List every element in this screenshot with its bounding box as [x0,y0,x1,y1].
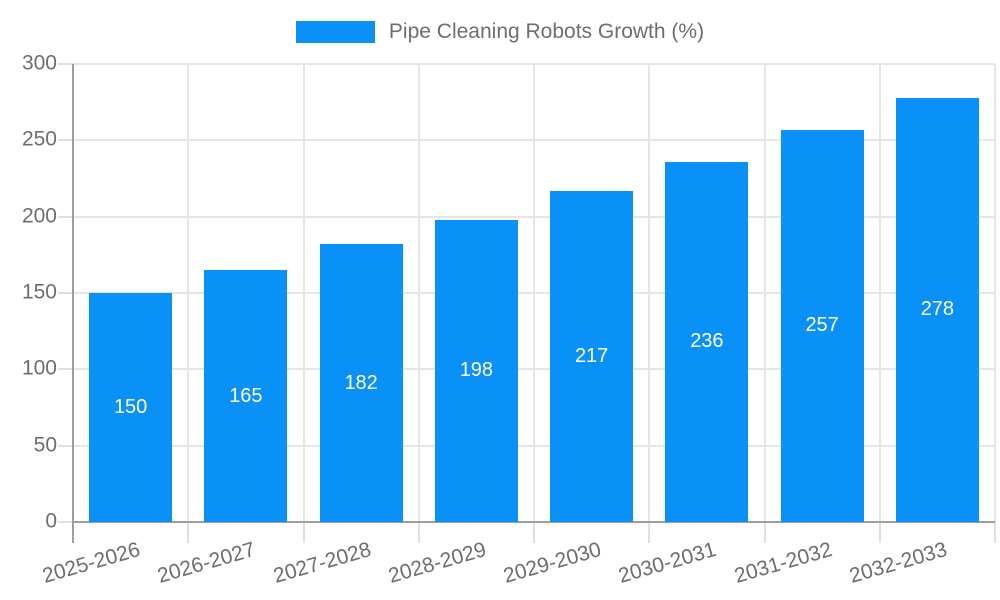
x-axis-tick [878,522,881,543]
gridline-vertical [187,64,190,522]
gridline-vertical [417,64,420,522]
x-tick-label: 2029-2030 [501,538,604,588]
y-tick-label: 200 [21,204,57,228]
y-axis-tick [58,521,73,523]
gridline-vertical [994,64,996,522]
bar-value-label: 278 [920,298,955,321]
bar[interactable]: 198 [434,219,518,522]
x-axis-line [72,521,995,523]
y-axis-tick [58,444,73,447]
x-axis-tick [533,522,535,543]
x-tick-label: 2026-2027 [155,538,259,588]
y-tick-label: 150 [21,280,57,304]
bar-value-label: 198 [459,359,494,382]
bar[interactable]: 182 [319,244,403,522]
x-tick-label: 2032-2033 [846,538,950,588]
x-axis-tick [72,522,74,543]
x-tick-label: 2027-2028 [270,538,374,588]
gridline-vertical [878,64,881,522]
y-axis-line [72,64,74,522]
legend-item[interactable]: Pipe Cleaning Robots Growth (%) [295,20,705,44]
x-axis-tick [187,522,190,543]
y-axis-tick [58,139,73,142]
y-tick-label: 100 [21,356,57,380]
bar-value-label: 236 [690,330,724,353]
y-axis-tick [58,292,73,294]
x-tick-label: 2031-2032 [731,538,835,588]
x-tick-label: 2028-2029 [385,538,489,588]
bar[interactable]: 165 [204,270,288,522]
y-tick-label: 300 [21,51,57,75]
x-tick-label: 2030-2031 [616,538,720,588]
y-tick-label: 0 [45,509,57,533]
x-axis-tick [648,522,651,543]
y-tick-label: 50 [33,433,57,457]
gridline-vertical [302,64,305,522]
x-tick-label: 2025-2026 [40,538,143,588]
bar[interactable]: 257 [780,129,864,522]
bar-value-label: 150 [113,396,148,418]
legend-swatch [295,21,375,43]
y-tick-label: 250 [21,127,57,151]
bar-value-label: 217 [574,344,609,367]
bar[interactable]: 278 [895,97,979,522]
x-axis-tick [302,522,305,543]
bar[interactable]: 236 [665,161,749,522]
x-axis-tick [994,522,996,543]
bar-value-label: 257 [805,314,839,337]
y-axis-tick [58,215,73,218]
bar-value-label: 165 [229,384,263,407]
legend-label: Pipe Cleaning Robots Growth (%) [388,20,705,43]
x-axis-tick [763,522,766,543]
bar[interactable]: 150 [89,293,173,522]
gridline-vertical [533,64,535,522]
y-axis-tick [58,63,73,65]
legend: Pipe Cleaning Robots Growth (%) [0,20,1000,44]
x-axis-tick [417,522,420,543]
bar-value-label: 182 [344,371,378,394]
gridline-vertical [763,64,766,522]
bar[interactable]: 217 [550,190,634,522]
y-axis-tick [58,368,73,371]
gridline-vertical [648,64,651,522]
